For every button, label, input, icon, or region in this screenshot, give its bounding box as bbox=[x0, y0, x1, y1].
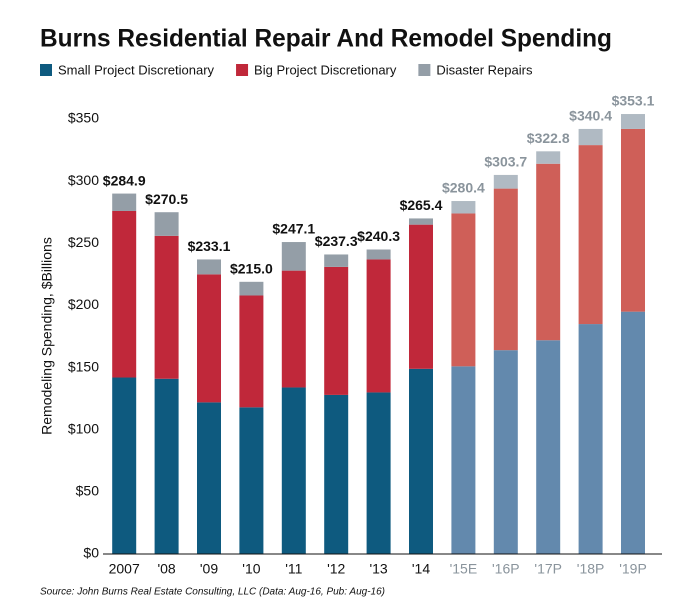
y-tick-label: $300 bbox=[68, 172, 99, 188]
x-tick-label: '09 bbox=[200, 561, 218, 577]
bar-segment bbox=[536, 163, 561, 341]
bar-segment bbox=[112, 377, 137, 554]
total-label: $303.7 bbox=[484, 154, 527, 170]
x-tick-label: '11 bbox=[285, 561, 302, 577]
bar-segment bbox=[281, 270, 306, 388]
bar-segment bbox=[366, 249, 391, 260]
bar-segment bbox=[493, 188, 518, 351]
x-tick-label: '17P bbox=[534, 561, 562, 577]
bar-segment bbox=[154, 235, 179, 379]
y-tick-label: $350 bbox=[68, 110, 99, 126]
legend-swatch bbox=[40, 64, 52, 76]
x-tick-label: '14 bbox=[412, 561, 430, 577]
bar-segment bbox=[281, 387, 306, 554]
bar-segment bbox=[409, 224, 433, 369]
legend-swatch bbox=[236, 64, 249, 76]
legend-swatch bbox=[418, 64, 431, 76]
bar-segment bbox=[112, 193, 137, 211]
total-label: $215.0 bbox=[230, 261, 273, 277]
total-label: $270.5 bbox=[145, 191, 188, 207]
y-tick-label: $200 bbox=[68, 296, 99, 312]
source: Source: John Burns Real Estate Consultin… bbox=[40, 587, 385, 598]
total-label: $265.4 bbox=[400, 197, 443, 213]
x-tick-label: '19P bbox=[619, 561, 647, 577]
x-tick-label: '18P bbox=[577, 561, 605, 577]
y-tick-label: $250 bbox=[68, 234, 99, 250]
bar-segment bbox=[366, 392, 391, 554]
y-tick-label: $100 bbox=[68, 420, 99, 436]
x-tick-label: '10 bbox=[242, 561, 260, 577]
y-tick-label: $0 bbox=[83, 545, 99, 561]
total-label: $284.9 bbox=[103, 172, 146, 188]
bar-segment bbox=[451, 201, 476, 214]
bar-segment bbox=[112, 210, 137, 378]
bar-segment bbox=[324, 394, 349, 554]
bar-segment bbox=[621, 114, 645, 129]
bar-segment bbox=[621, 128, 645, 312]
x-tick-label: '08 bbox=[157, 561, 175, 577]
bar-segment bbox=[451, 213, 476, 367]
total-label: $247.1 bbox=[272, 221, 315, 237]
total-label: $322.8 bbox=[527, 130, 570, 146]
legend-label: Big Project Discretionary bbox=[254, 62, 397, 77]
y-axis-label: Remodeling Spending, $Billions bbox=[39, 237, 55, 435]
bar-segment bbox=[324, 254, 349, 267]
total-label: $353.1 bbox=[612, 93, 655, 109]
bar-segment bbox=[239, 281, 264, 296]
total-label: $340.4 bbox=[569, 108, 612, 124]
legend-label: Small Project Discretionary bbox=[58, 62, 215, 77]
bar-segment bbox=[578, 324, 603, 554]
x-tick-label: 2007 bbox=[109, 561, 140, 577]
bar-segment bbox=[621, 311, 645, 554]
bar-segment bbox=[409, 368, 433, 554]
chart-title: Burns Residential Repair And Remodel Spe… bbox=[40, 25, 612, 53]
bar-segment bbox=[324, 266, 349, 395]
bar-segment bbox=[154, 212, 179, 236]
bar-segment bbox=[451, 366, 476, 554]
y-tick-label: $50 bbox=[76, 483, 100, 499]
x-tick-label: '16P bbox=[492, 561, 520, 577]
bar-segment bbox=[366, 259, 391, 393]
bar-segment bbox=[281, 242, 306, 271]
x-tick-label: '13 bbox=[369, 561, 387, 577]
bar-segment bbox=[197, 259, 221, 275]
total-label: $280.4 bbox=[442, 180, 485, 196]
bar-segment bbox=[409, 218, 433, 225]
bar-segment bbox=[578, 145, 603, 325]
bar-segment bbox=[239, 295, 264, 408]
bar-segment bbox=[536, 151, 561, 164]
total-label: $240.3 bbox=[357, 228, 400, 244]
bar-segment bbox=[578, 128, 603, 146]
bar-segment bbox=[536, 340, 561, 554]
bar-segment bbox=[154, 378, 179, 554]
y-tick-label: $150 bbox=[68, 358, 99, 374]
x-tick-label: '15E bbox=[450, 561, 478, 577]
total-label: $237.3 bbox=[315, 233, 358, 249]
bar-segment bbox=[197, 402, 221, 554]
bar-segment bbox=[239, 407, 264, 554]
bar-segment bbox=[493, 350, 518, 554]
x-tick-label: '12 bbox=[327, 561, 345, 577]
legend-label: Disaster Repairs bbox=[436, 62, 533, 77]
total-label: $233.1 bbox=[188, 238, 231, 254]
bar-segment bbox=[197, 274, 221, 403]
bar-segment bbox=[493, 174, 518, 189]
